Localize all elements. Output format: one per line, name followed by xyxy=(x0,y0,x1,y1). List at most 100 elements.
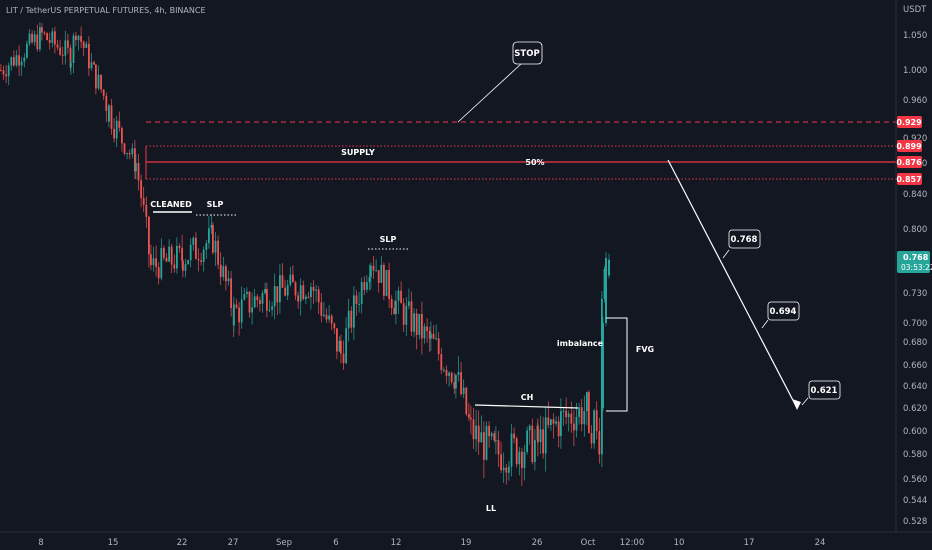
price-tick-label: 0.580 xyxy=(903,450,927,460)
candle-body xyxy=(602,323,604,408)
candle-body xyxy=(377,270,380,283)
stop-pointer xyxy=(457,63,522,123)
candle-body xyxy=(105,95,108,111)
candle-body xyxy=(603,269,606,299)
candle-body xyxy=(121,127,123,144)
candle-body xyxy=(508,466,510,473)
candle-body xyxy=(182,260,184,271)
candle-body xyxy=(310,286,312,298)
target-callout-1: 0.768 xyxy=(722,229,761,259)
candle-body xyxy=(271,306,273,310)
candle-body xyxy=(340,340,342,354)
price-tick-label: 0.528 xyxy=(903,517,927,527)
candle-body xyxy=(413,313,415,332)
candle-body xyxy=(276,286,279,303)
candle-body xyxy=(77,35,80,41)
candle-body xyxy=(39,27,41,50)
candle-body xyxy=(500,454,502,471)
candle-body xyxy=(505,467,508,473)
time-tick-label: 27 xyxy=(228,538,239,548)
candle-body xyxy=(570,413,573,424)
candle-body xyxy=(312,286,315,291)
candle-body xyxy=(294,282,297,296)
supply-label: SUPPLY xyxy=(341,148,375,157)
price-tick-label: 0.840 xyxy=(903,190,927,200)
stop-price-tag-bg xyxy=(897,116,922,128)
candle-body xyxy=(605,258,607,323)
candle-body xyxy=(560,411,562,437)
candle-body xyxy=(375,270,377,272)
candle-body xyxy=(123,143,126,154)
ch-label: CH xyxy=(521,393,534,402)
candle-body xyxy=(170,246,173,265)
price-tick-label: 1.050 xyxy=(903,31,927,41)
candle-body xyxy=(510,433,513,467)
supply-bottom-tag-bg xyxy=(897,173,922,185)
candle-body xyxy=(460,372,462,395)
candle-body xyxy=(468,414,470,418)
candle-body xyxy=(521,451,523,468)
candle-body xyxy=(513,433,515,439)
candle-body xyxy=(219,264,222,277)
candle-body xyxy=(350,310,353,328)
candle-body xyxy=(315,289,317,291)
time-tick-label: 12:00 xyxy=(620,538,645,548)
candle-body xyxy=(457,372,460,376)
candle-body xyxy=(445,369,448,376)
price-tick-label: 0.600 xyxy=(903,427,927,437)
candle-body xyxy=(593,410,595,444)
candle-body xyxy=(347,310,350,329)
candle-body xyxy=(48,39,51,43)
ch-line xyxy=(474,404,579,409)
candle-body xyxy=(385,270,388,296)
candle-body xyxy=(33,34,36,43)
candle-body xyxy=(590,433,593,444)
candle-body xyxy=(488,425,490,437)
candle-body xyxy=(192,237,195,245)
candle-body xyxy=(279,275,281,303)
target-pointer-1 xyxy=(722,249,730,259)
projection-arrowhead xyxy=(792,399,801,410)
candle-body xyxy=(31,33,33,43)
time-tick-label: 15 xyxy=(108,538,119,548)
candle-body xyxy=(393,307,396,315)
candle-body xyxy=(181,247,183,261)
candle-body xyxy=(565,410,567,418)
candle-body xyxy=(598,431,601,455)
candle-body xyxy=(485,425,488,460)
time-tick-label: Oct xyxy=(581,538,596,548)
time-tick-label: 19 xyxy=(461,538,472,548)
candle-body xyxy=(455,375,457,389)
candle-body xyxy=(51,31,54,43)
candle-body xyxy=(256,296,259,301)
supply-top-price-value: 0.899 xyxy=(896,142,922,151)
candle-body xyxy=(160,247,163,279)
stop-callout-box xyxy=(512,41,543,65)
candle-body xyxy=(140,180,142,198)
candle-body xyxy=(253,296,256,308)
candle-body xyxy=(345,328,347,363)
stop-label: STOP xyxy=(514,49,539,59)
price-tick-label: 0.730 xyxy=(903,289,927,299)
candle-body xyxy=(390,298,393,308)
candle-body xyxy=(18,55,20,66)
candle-body xyxy=(297,295,299,302)
candle-body xyxy=(562,410,565,412)
candle-body xyxy=(64,40,67,56)
candle-body xyxy=(578,407,580,417)
candle-body xyxy=(20,61,23,66)
candle-body xyxy=(110,105,113,129)
candle-body xyxy=(240,299,243,323)
candle-body xyxy=(405,305,408,325)
candle-body xyxy=(555,421,557,424)
candle-body xyxy=(80,35,82,42)
candle-body xyxy=(515,438,518,465)
time-axis-ticks[interactable]: 8 15 22 27 Sep 6 12 19 26 Oct 12:00 10 17 24 xyxy=(38,538,825,548)
candle-body xyxy=(131,148,134,155)
candle-body xyxy=(217,240,219,265)
target-callout-3: 0.621 xyxy=(801,380,841,406)
target-pointer-3 xyxy=(801,397,809,406)
candle-body xyxy=(102,89,105,96)
candle-body xyxy=(208,228,210,244)
